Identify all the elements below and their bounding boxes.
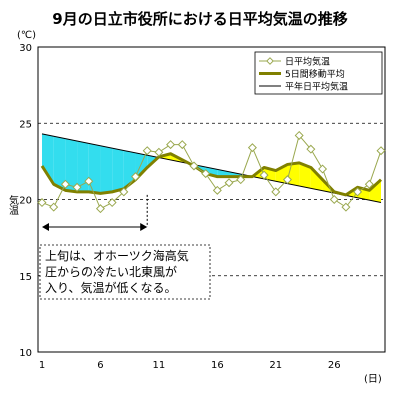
daily-temperature-point	[376, 146, 386, 156]
daily-temperature-point	[259, 170, 269, 180]
anomaly-fill	[53, 136, 66, 191]
daily-temperature-point	[37, 198, 47, 208]
legend-label: 平年日平均気温	[285, 81, 348, 93]
daily-temperature-point	[318, 164, 328, 174]
daily-temperature-point	[72, 182, 82, 192]
daily-temperature-point	[364, 179, 374, 189]
x-tick-label: 11	[153, 360, 166, 371]
anomaly-fill	[310, 167, 323, 191]
legend-label: 日平均気温	[285, 56, 330, 68]
anomaly-fill	[77, 141, 89, 192]
x-tick-label: 6	[97, 360, 103, 371]
anomaly-fill	[123, 150, 136, 189]
daily-temperature-point	[189, 161, 199, 171]
daily-temperature-point	[306, 144, 316, 154]
daily-temperature-point	[84, 176, 94, 186]
daily-temperature-point	[154, 147, 164, 157]
annotation-text: 上旬は、オホーツク海高気	[45, 248, 189, 263]
y-axis-label: 気温	[7, 194, 19, 215]
daily-temperature-point	[247, 143, 257, 153]
daily-temperature-point	[107, 198, 117, 208]
anomaly-fill	[100, 145, 113, 194]
legend-daily-marker	[266, 57, 274, 65]
x-axis-unit: (日)	[364, 374, 382, 385]
daily-temperature-point	[224, 178, 234, 188]
x-tick-label: 16	[211, 360, 224, 371]
y-axis-unit: (℃)	[17, 30, 36, 41]
daily-temperature-point	[271, 187, 281, 197]
y-tick-label: 30	[19, 43, 32, 54]
y-tick-label: 15	[19, 272, 32, 283]
normal-temperature-line	[41, 133, 382, 204]
anomaly-fill	[135, 152, 148, 180]
y-tick-label: 25	[19, 119, 32, 130]
daily-temperature-point	[236, 175, 246, 185]
daily-temperature-point	[341, 202, 351, 212]
chart-title: 9月の日立市役所における日平均気温の推移	[52, 10, 347, 28]
daily-temperature-point	[60, 179, 70, 189]
daily-temperature-point	[119, 187, 129, 197]
annotation-box	[39, 244, 211, 300]
y-tick-label: 10	[19, 348, 32, 359]
daily-temperature-point	[166, 140, 176, 150]
daily-temperature-point	[142, 146, 152, 156]
annotation-arrow-head	[140, 222, 148, 231]
anomaly-fill	[112, 148, 124, 192]
moving-average-line	[40, 152, 383, 197]
x-tick-label: 26	[328, 360, 341, 371]
annotation-text: 圧からの冷たい北東風が	[45, 264, 177, 279]
annotation-arrow-head	[42, 222, 49, 231]
anomaly-fill	[42, 133, 54, 185]
daily-temperature-point	[177, 140, 187, 150]
anomaly-fill	[369, 179, 381, 203]
x-tick-label: 1	[39, 360, 45, 371]
daily-temperature-point	[201, 169, 211, 179]
daily-temperature-point	[329, 194, 339, 205]
daily-temperature-point	[49, 202, 59, 212]
x-tick-label: 21	[269, 360, 282, 371]
daily-temperature-line	[41, 134, 382, 210]
daily-temperature-point	[131, 172, 141, 182]
y-tick-label: 20	[19, 196, 32, 207]
daily-temperature-point	[282, 175, 292, 185]
anomaly-fill	[299, 162, 311, 189]
daily-temperature-point	[212, 185, 222, 195]
legend-label: 5日間移動平均	[285, 68, 345, 80]
daily-temperature-point	[294, 130, 304, 140]
annotation-text: 入り、気温が低くなる。	[45, 280, 177, 295]
anomaly-fill	[65, 138, 78, 192]
daily-temperature-point	[95, 204, 105, 214]
daily-temperature-point	[353, 187, 363, 197]
